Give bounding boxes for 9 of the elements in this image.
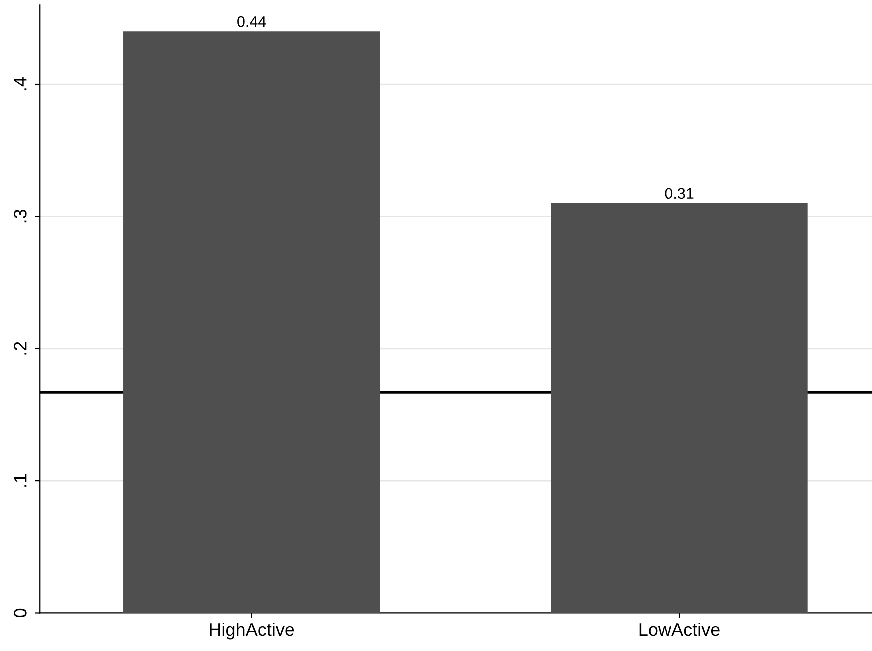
y-tick-label: .4 (14, 78, 27, 90)
y-tick-label: 0 (14, 608, 27, 618)
x-tick-label: HighActive (210, 622, 294, 640)
y-tick-label: .1 (14, 474, 27, 487)
data-label: 0.31 (665, 188, 694, 200)
x-tick-label: LowActive (640, 622, 720, 636)
y-tick-label: .3 (14, 210, 27, 223)
data-label: 0.44 (238, 16, 266, 28)
y-tick-label: .2 (14, 342, 27, 355)
